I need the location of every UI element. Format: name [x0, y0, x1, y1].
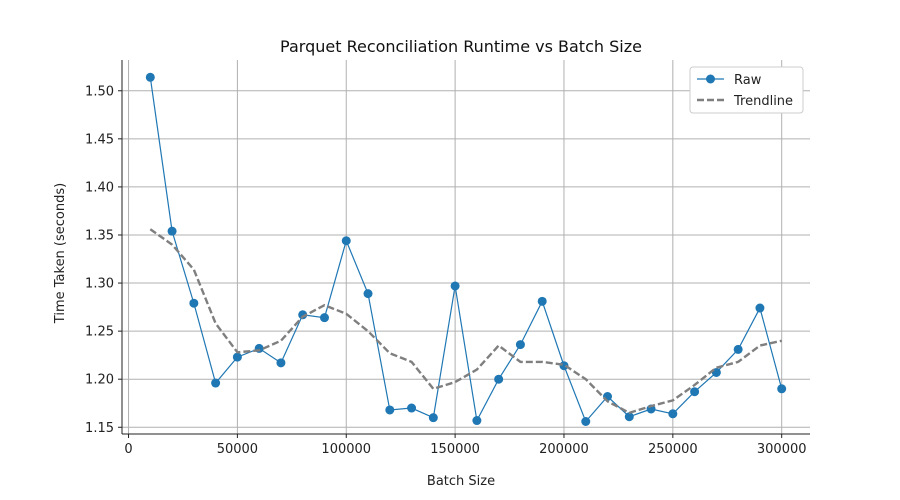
series-line-raw [149, 77, 783, 423]
data-point-raw [319, 313, 329, 323]
data-point-raw [211, 378, 221, 388]
y-tick-label: 1.25 [85, 325, 114, 340]
legend-marker-raw [706, 74, 715, 84]
data-point-raw [428, 413, 438, 423]
plot-area [145, 72, 787, 427]
data-point-raw [385, 405, 395, 415]
legend: Raw Trendline [689, 66, 804, 114]
y-tick-label: 1.45 [85, 132, 114, 147]
data-point-raw [755, 303, 765, 313]
legend-label-raw: Raw [734, 73, 762, 88]
data-point-raw [624, 412, 634, 422]
y-tick-label: 1.35 [85, 228, 114, 243]
legend-label-trendline: Trendline [733, 94, 793, 109]
x-tick-label: 50000 [217, 442, 258, 457]
data-point-raw [407, 403, 417, 413]
data-point-raw [472, 416, 482, 426]
chart-title: Parquet Reconciliation Runtime vs Batch … [280, 37, 642, 56]
data-point-raw [232, 352, 242, 362]
data-point-raw [276, 358, 286, 368]
y-axis-title: Time Taken (seconds) [53, 183, 68, 324]
data-point-raw [189, 298, 199, 308]
x-tick-label: 100000 [321, 442, 371, 457]
y-tick-label: 1.50 [85, 84, 114, 99]
series-line-trendline [149, 228, 782, 415]
data-point-raw [363, 289, 373, 299]
data-point-raw [690, 387, 700, 397]
data-point-raw [777, 384, 787, 394]
data-point-raw [668, 409, 678, 419]
x-axis-title: Batch Size [427, 474, 495, 489]
y-tick-label: 1.30 [85, 277, 114, 292]
data-point-raw [298, 310, 308, 320]
data-point-raw [450, 281, 460, 291]
y-tick-label: 1.40 [85, 180, 114, 195]
data-point-raw [167, 226, 177, 236]
x-tick-label: 0 [124, 442, 132, 457]
x-tick-label: 250000 [648, 442, 698, 457]
data-point-raw [581, 417, 591, 427]
data-point-raw [537, 296, 547, 306]
x-tick-label: 200000 [539, 442, 589, 457]
x-tick-label: 300000 [757, 442, 807, 457]
x-tick-label: 150000 [430, 442, 480, 457]
data-point-raw [494, 374, 504, 384]
y-tick-label: 1.15 [85, 421, 114, 436]
data-point-raw [515, 340, 525, 350]
y-tick-label: 1.20 [85, 373, 114, 388]
axes: 0 50000 100000 150000 200000 250000 300000 1.15… [85, 60, 810, 457]
data-point-raw [341, 236, 351, 246]
data-point-raw [733, 344, 743, 354]
grid [122, 60, 810, 434]
data-point-raw [145, 72, 155, 82]
